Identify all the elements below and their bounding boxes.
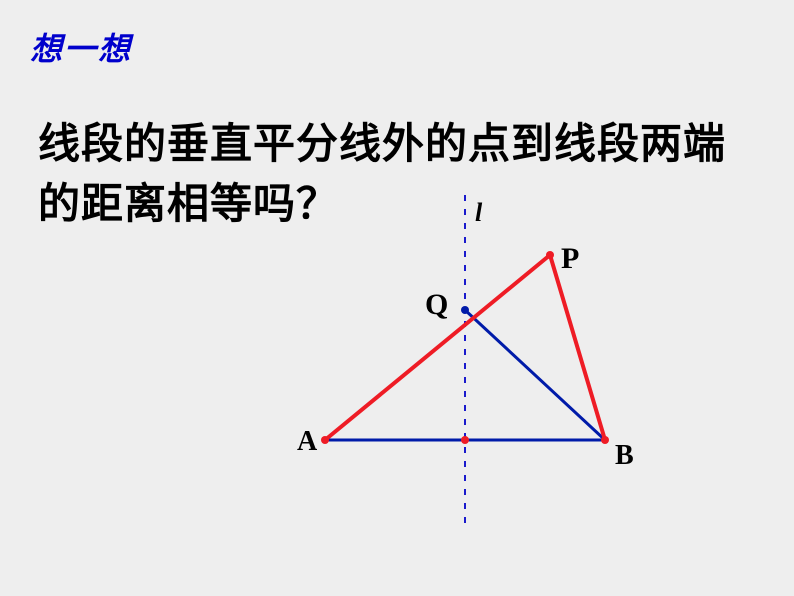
heading: 想一想 (30, 24, 132, 70)
geometry-diagram: l P Q A B (255, 190, 735, 570)
label-A: A (297, 426, 317, 458)
question-line-1: 线段的垂直平分线外的点到线段两端 (38, 110, 726, 171)
label-l: l (475, 198, 482, 228)
label-B: B (615, 440, 634, 472)
label-P: P (561, 242, 579, 276)
diagram-svg (255, 190, 735, 570)
label-Q: Q (425, 288, 448, 322)
